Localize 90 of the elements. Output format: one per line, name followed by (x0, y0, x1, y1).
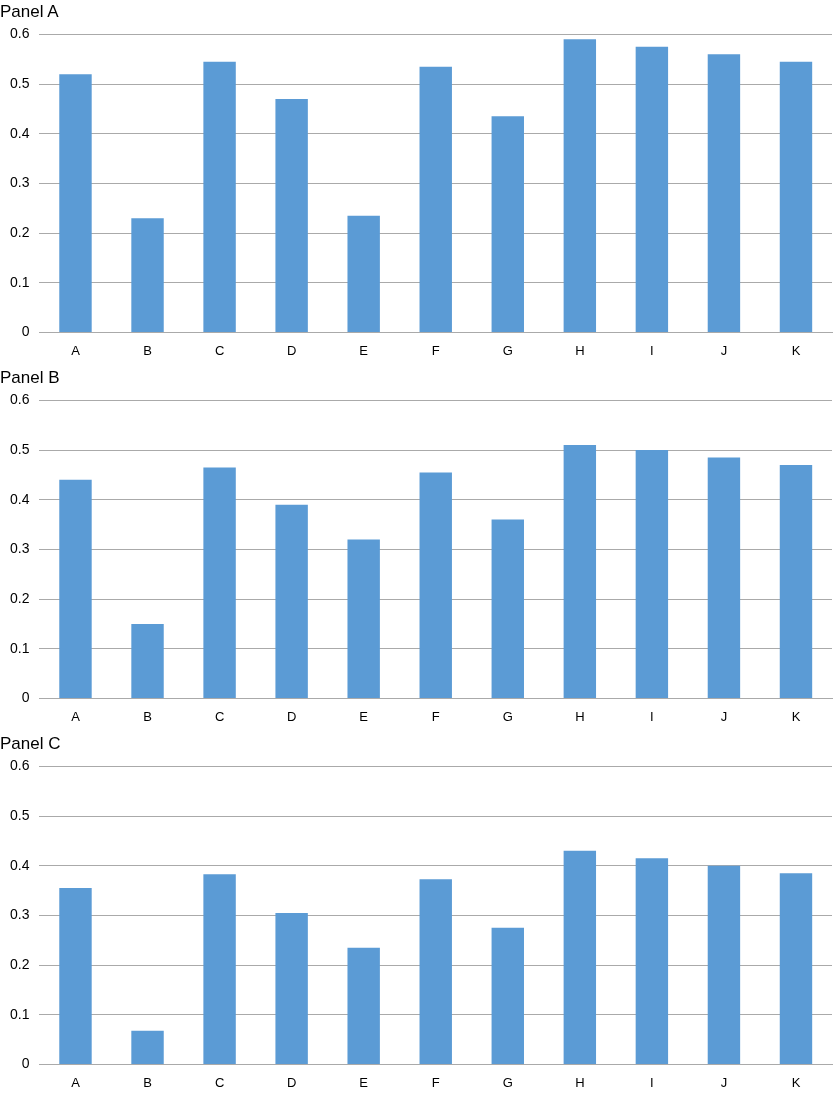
bar (419, 66, 452, 332)
bar (347, 947, 380, 1064)
x-tick-label: C (214, 708, 225, 724)
x-tick-label: B (143, 1074, 152, 1090)
bar (347, 539, 380, 698)
x-tick-label: G (502, 708, 513, 724)
bar (635, 858, 669, 1064)
y-tick-label: 0.2 (9, 955, 30, 972)
x-tick-label: I (650, 708, 654, 724)
bar (275, 912, 308, 1064)
y-tick-label: 0.3 (9, 906, 30, 923)
x-tick-label: I (650, 1074, 654, 1090)
bar (635, 450, 669, 698)
y-tick-label: 0 (21, 1055, 30, 1072)
y-tick-label: 0.2 (9, 589, 30, 606)
y-tick-label: 0.4 (9, 490, 30, 507)
y-tick-label: 0.6 (9, 757, 30, 774)
bar (779, 873, 813, 1064)
x-tick-label: E (359, 342, 369, 358)
x-tick-label: E (359, 708, 369, 724)
x-tick-label: F (431, 708, 440, 724)
bar (779, 464, 813, 698)
bar (779, 61, 813, 332)
x-tick-label: F (431, 342, 440, 358)
chart-title: Panel B (0, 367, 60, 387)
x-tick-label: H (575, 1074, 585, 1090)
y-tick-label: 0.1 (9, 1005, 30, 1022)
x-tick-label: H (575, 342, 585, 358)
bar (635, 46, 669, 332)
bar (491, 519, 524, 698)
bar (275, 504, 308, 698)
bar (131, 1030, 164, 1064)
y-tick-label: 0.5 (9, 74, 30, 91)
y-tick-label: 0.6 (9, 25, 30, 42)
chart-title: Panel A (0, 1, 60, 21)
y-tick-label: 0.1 (9, 273, 30, 290)
x-tick-label: G (502, 1074, 513, 1090)
bar (563, 445, 597, 698)
x-tick-label: E (359, 1074, 369, 1090)
bar (491, 116, 524, 332)
x-tick-label: A (71, 708, 81, 724)
bar (275, 98, 308, 332)
y-tick-label: 0.3 (9, 174, 30, 191)
x-tick-label: J (720, 1074, 728, 1090)
bar (59, 479, 92, 698)
x-tick-label: J (720, 708, 728, 724)
x-tick-label: B (143, 342, 152, 358)
y-tick-label: 0.4 (9, 856, 30, 873)
bar (131, 623, 164, 698)
bar (203, 467, 236, 698)
x-tick-label: A (71, 1074, 81, 1090)
x-tick-label: H (575, 708, 585, 724)
x-tick-label: B (143, 708, 152, 724)
chart-title: Panel C (0, 733, 61, 753)
bar (707, 54, 741, 332)
bar (203, 874, 236, 1064)
bar (707, 457, 741, 698)
bar (203, 61, 236, 332)
y-tick-label: 0.3 (9, 540, 30, 557)
x-tick-label: F (431, 1074, 440, 1090)
x-tick-label: J (720, 342, 728, 358)
x-tick-label: K (791, 708, 801, 724)
bar (563, 39, 597, 332)
bar (491, 927, 524, 1064)
y-tick-label: 0.1 (9, 639, 30, 656)
bar (59, 888, 92, 1064)
x-tick-label: C (214, 1074, 225, 1090)
x-tick-label: D (286, 1074, 297, 1090)
y-tick-label: 0 (21, 323, 30, 340)
x-tick-label: I (650, 342, 654, 358)
x-tick-label: A (71, 342, 81, 358)
x-tick-label: C (214, 342, 225, 358)
y-tick-label: 0 (21, 689, 30, 706)
y-tick-label: 0.2 (9, 223, 30, 240)
y-tick-label: 0.5 (9, 440, 30, 457)
bar (563, 850, 597, 1064)
x-tick-label: D (286, 708, 297, 724)
x-tick-label: K (791, 1074, 801, 1090)
bar (707, 865, 741, 1064)
bar (419, 472, 452, 698)
bar (59, 74, 92, 332)
x-tick-label: G (502, 342, 513, 358)
bar (419, 879, 452, 1064)
y-tick-label: 0.4 (9, 124, 30, 141)
y-tick-label: 0.6 (9, 391, 30, 408)
x-tick-label: K (791, 342, 801, 358)
bar (347, 215, 380, 332)
bar (131, 218, 164, 332)
y-tick-label: 0.5 (9, 806, 30, 823)
x-tick-label: D (286, 342, 297, 358)
